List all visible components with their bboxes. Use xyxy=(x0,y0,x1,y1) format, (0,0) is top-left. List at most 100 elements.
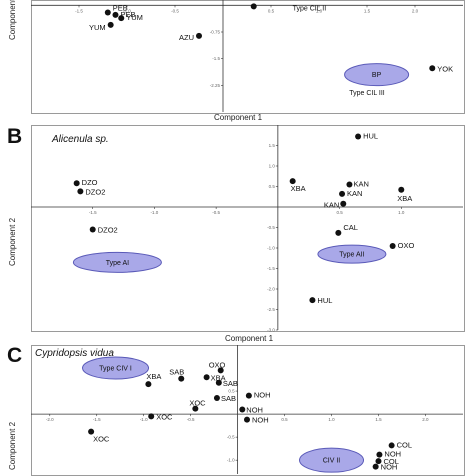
group-blob-1-0 xyxy=(72,251,162,273)
point-2-14 xyxy=(375,458,382,465)
point-2-6 xyxy=(245,392,252,399)
panel-1-ytick-label-0: 1.5 xyxy=(269,143,276,148)
panel-2-ytick-label-2: -1.0 xyxy=(227,458,235,463)
point-2-5 xyxy=(213,394,220,401)
point-label-1-5: KAN xyxy=(347,189,362,198)
point-label-1-2: DZO2 xyxy=(85,187,105,196)
panel-0-xtick-label-5: 1.5 xyxy=(364,8,371,13)
panel-1-xtick-label-2: -0.5 xyxy=(212,210,220,215)
point-label-0-5: YOK xyxy=(437,64,453,73)
point-1-1 xyxy=(73,180,80,187)
panel-1-ytick-label-7: -2.5 xyxy=(267,307,275,312)
panel-2-xtick-label-6: 1.5 xyxy=(375,417,382,422)
panel-2-ytick-label-1: -0.5 xyxy=(227,435,235,440)
point-label-1-9: CAL xyxy=(343,223,358,232)
point-label-2-7: XOC xyxy=(189,399,206,408)
point-2-2 xyxy=(203,374,210,381)
point-label-2-10: NOH xyxy=(252,416,269,425)
panel-2-xtick-label-5: 1.0 xyxy=(328,417,335,422)
point-label-1-4: KAN xyxy=(353,179,368,188)
point-2-3 xyxy=(145,381,152,388)
point-label-1-0: HUL xyxy=(363,131,378,140)
point-0-1 xyxy=(112,11,119,18)
point-label-0-0: PEB xyxy=(113,3,128,12)
point-1-10 xyxy=(389,242,396,249)
point-2-8 xyxy=(239,406,246,413)
group-blob-2-0 xyxy=(82,356,150,380)
panel-a-frame xyxy=(31,0,465,114)
panel-2-xtick-label-4: 0.5 xyxy=(281,417,288,422)
panel-1-ytick-label-3: -0.5 xyxy=(267,225,275,230)
panel-2-xtick-label-0: -2.0 xyxy=(46,417,54,422)
panel-b-xlabel: Component 1 xyxy=(225,334,274,343)
point-0-0 xyxy=(104,9,111,16)
point-1-6 xyxy=(340,200,347,207)
point-2-15 xyxy=(372,463,379,470)
point-label-2-13: NOH xyxy=(384,450,401,459)
point-0-5 xyxy=(429,65,436,72)
point-label-2-1: SAB xyxy=(169,368,184,377)
point-label-2-11: XOC xyxy=(93,435,110,444)
point-label-2-12: COL xyxy=(397,440,412,449)
point-1-9 xyxy=(335,229,342,236)
group-label-0-0: BP xyxy=(372,72,382,79)
panel-2-ytick-label-0: 0.5 xyxy=(228,389,235,394)
panel-0-ytick-label-1: -1.5 xyxy=(212,56,220,61)
group-label-0-2: Type CIL II xyxy=(293,5,327,12)
point-2-1 xyxy=(178,375,185,382)
point-1-4 xyxy=(346,181,353,188)
panel-1-xtick-label-0: -1.5 xyxy=(89,210,97,215)
point-label-1-3: XBA xyxy=(291,184,306,193)
panel-letter-b: B xyxy=(7,125,23,148)
species-c: Cypridopsis vidua xyxy=(35,348,114,359)
point-1-2 xyxy=(77,188,84,195)
panel-0-xtick-label-6: 2.0 xyxy=(412,8,419,13)
point-0-3 xyxy=(107,21,114,28)
point-label-1-10: OXO xyxy=(398,241,415,250)
group-label-1-0: Type AI xyxy=(106,260,129,267)
point-0-2 xyxy=(118,15,125,22)
point-1-11 xyxy=(309,297,316,304)
panel-0-xtick-label-3: 0.5 xyxy=(268,8,275,13)
panel-1-xtick-label-3: 0.5 xyxy=(336,210,343,215)
point-1-3 xyxy=(289,178,296,185)
point-label-0-1: PEB xyxy=(120,10,135,19)
group-label-1-1: Type AII xyxy=(339,252,364,259)
point-label-1-6: KAN xyxy=(324,201,339,210)
panel-letter-c: C xyxy=(7,344,23,367)
point-label-2-9: XOC xyxy=(156,412,173,421)
point-label-2-2: XBA xyxy=(211,373,226,382)
point-label-2-5: SAB xyxy=(221,394,236,403)
panel-1-ytick-label-5: -1.5 xyxy=(267,266,275,271)
point-label-2-3: XBA xyxy=(146,372,161,381)
group-blob-2-1 xyxy=(299,447,365,473)
point-1-8 xyxy=(89,226,96,233)
point-2-10 xyxy=(244,416,250,423)
point-label-2-6: NOH xyxy=(254,391,271,400)
panel-1-ytick-label-8: -3.0 xyxy=(267,328,275,333)
group-label-0-1: Type CIL III xyxy=(349,90,385,97)
point-label-2-4: SAB xyxy=(223,379,238,388)
panel-0-ytick-label-0: -0.75 xyxy=(210,30,221,35)
species-b: Alicenula sp. xyxy=(52,134,109,145)
point-2-0 xyxy=(217,367,224,374)
panel-a-xlabel: Component 1 xyxy=(214,113,263,122)
group-blob-0-0 xyxy=(344,63,410,87)
point-label-2-15: NOH xyxy=(381,463,398,472)
point-label-0-3: YUM xyxy=(89,23,106,32)
panel-1-xtick-label-4: 1.0 xyxy=(398,210,405,215)
point-label-0-2: YUM xyxy=(126,13,143,22)
panel-0-xtick-label-4: 1.0 xyxy=(316,8,323,13)
panel-1-ytick-label-1: 1.0 xyxy=(269,164,276,169)
point-label-1-7: XBA xyxy=(397,194,412,203)
group-label-2-0: Type CIV I xyxy=(99,366,132,373)
panel-1-ytick-label-2: 0.5 xyxy=(269,184,276,189)
panel-2-xtick-label-7: 2.0 xyxy=(422,417,429,422)
group-label-2-1: CIV II xyxy=(323,458,341,465)
point-label-1-1: DZO xyxy=(82,178,98,187)
panel-0-xtick-label-2: -0.5 xyxy=(171,8,179,13)
point-2-7 xyxy=(192,405,199,412)
panel-2-xtick-label-1: -1.5 xyxy=(93,417,101,422)
point-label-1-11: HUL xyxy=(317,296,332,305)
